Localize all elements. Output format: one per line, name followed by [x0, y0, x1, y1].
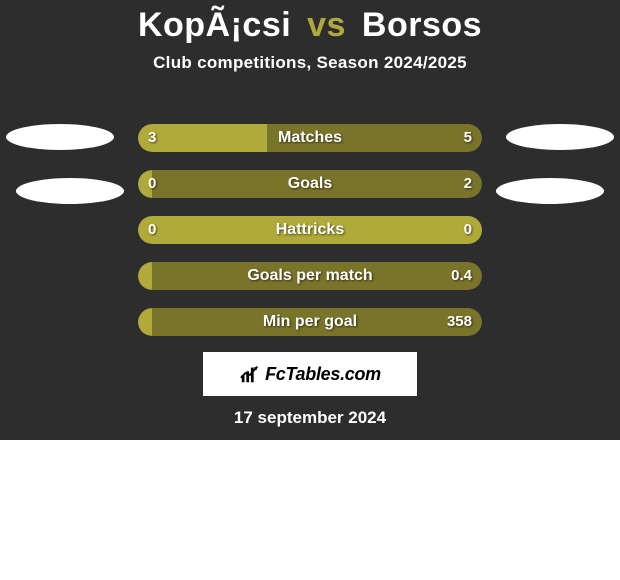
avatar-ellipse	[496, 178, 604, 204]
stat-bar-left-fill	[138, 216, 482, 244]
brand-text: FcTables.com	[265, 364, 381, 385]
subtitle: Club competitions, Season 2024/2025	[0, 53, 620, 73]
date-label: 17 september 2024	[0, 408, 620, 428]
chart-icon	[239, 363, 261, 385]
stat-bar-row: Hattricks00	[0, 216, 620, 244]
vs-separator: vs	[307, 6, 346, 44]
stat-bar-right-fill	[152, 170, 482, 198]
stat-bar-right-fill	[152, 308, 482, 336]
stat-bar-left-fill	[138, 308, 152, 336]
page-title: KopÃ¡csi vs Borsos	[0, 6, 620, 45]
stat-bar-track	[138, 308, 482, 336]
stat-bar-right-fill	[152, 262, 482, 290]
brand-badge[interactable]: FcTables.com	[203, 352, 417, 396]
player2-name: Borsos	[362, 6, 482, 44]
stat-bar-row: Min per goal358	[0, 308, 620, 336]
stat-bar-left-fill	[138, 124, 267, 152]
stat-bar-track	[138, 124, 482, 152]
stat-bar-left-fill	[138, 262, 152, 290]
player1-name: KopÃ¡csi	[138, 6, 291, 44]
comparison-panel: KopÃ¡csi vs Borsos Club competitions, Se…	[0, 0, 620, 440]
stat-bar-right-fill	[267, 124, 482, 152]
avatar-ellipse	[6, 124, 114, 150]
avatar-ellipse	[16, 178, 124, 204]
stat-bar-row: Goals per match0.4	[0, 262, 620, 290]
stat-bar-track	[138, 262, 482, 290]
stat-bar-track	[138, 216, 482, 244]
stat-bar-track	[138, 170, 482, 198]
avatar-ellipse	[506, 124, 614, 150]
stat-bar-left-fill	[138, 170, 152, 198]
stat-bars-container: Matches35Goals02Hattricks00Goals per mat…	[0, 124, 620, 354]
